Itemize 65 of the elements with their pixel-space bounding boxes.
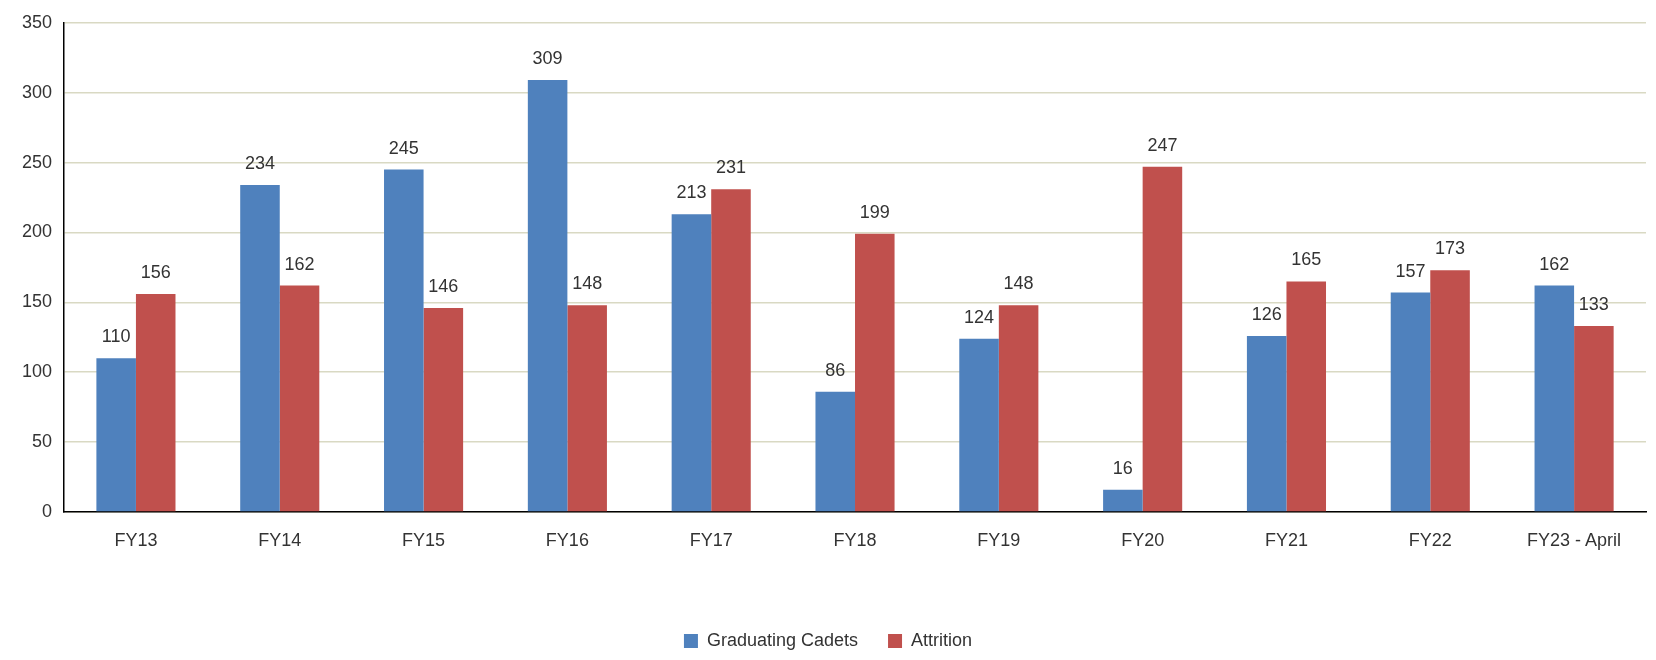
y-tick-label: 250 — [21, 151, 53, 172]
y-tick-label: 0 — [42, 500, 53, 521]
data-label: 148 — [1003, 273, 1034, 294]
x-tick-label: FY15 — [402, 529, 446, 550]
data-label: 309 — [532, 48, 563, 69]
data-label: 173 — [1435, 238, 1466, 259]
x-tick-label: FY17 — [689, 529, 733, 550]
data-label: 231 — [715, 157, 746, 178]
bar — [567, 305, 607, 512]
bar — [96, 358, 136, 512]
x-tick-label: FY13 — [114, 529, 158, 550]
bar — [1534, 285, 1575, 512]
bar — [1430, 270, 1470, 512]
bar — [423, 307, 464, 512]
bar — [527, 80, 568, 512]
x-tick-label: FY16 — [545, 529, 589, 550]
data-label: 124 — [964, 306, 995, 327]
bar — [815, 391, 856, 512]
bar — [1286, 281, 1327, 512]
bar — [671, 214, 712, 512]
legend-label: Graduating Cadets — [706, 629, 859, 650]
x-tick-label: FY22 — [1408, 529, 1452, 550]
bar — [1574, 326, 1614, 512]
data-label: 110 — [101, 326, 131, 347]
data-label: 213 — [676, 182, 707, 203]
bar — [279, 285, 320, 512]
x-tick-label: FY23 - April — [1527, 529, 1622, 550]
data-label: 245 — [388, 137, 419, 158]
y-tick-label: 200 — [21, 221, 53, 242]
bar — [240, 184, 280, 512]
x-tick-label: FY14 — [258, 529, 302, 550]
bar — [1142, 166, 1183, 512]
bar — [1390, 292, 1431, 512]
data-label: 157 — [1395, 260, 1426, 281]
data-label: 247 — [1147, 134, 1178, 155]
data-label: 126 — [1251, 303, 1282, 324]
legend-label: Attrition — [911, 629, 973, 650]
y-tick-label: 300 — [21, 81, 53, 102]
data-label: 162 — [284, 253, 315, 274]
data-label: 165 — [1291, 249, 1322, 270]
y-tick-label: 50 — [32, 431, 53, 452]
data-label: 156 — [140, 261, 171, 282]
x-tick-label: FY19 — [977, 529, 1021, 550]
data-label: 199 — [859, 201, 890, 222]
bar — [135, 293, 176, 512]
data-label: 16 — [1112, 457, 1133, 478]
data-label: 148 — [572, 273, 603, 294]
data-label: 146 — [428, 275, 459, 296]
x-tick-label: FY18 — [833, 529, 877, 550]
data-label: 86 — [825, 359, 846, 380]
bar — [1103, 489, 1143, 512]
bar — [998, 305, 1039, 512]
bar — [384, 169, 424, 512]
bar — [711, 189, 751, 512]
bar — [959, 338, 999, 512]
data-label: 162 — [1539, 253, 1570, 274]
bar — [855, 233, 895, 512]
x-tick-label: FY21 — [1264, 529, 1308, 550]
data-label: 234 — [244, 152, 275, 173]
y-tick-label: 350 — [21, 11, 53, 32]
x-tick-label: FY20 — [1121, 529, 1165, 550]
data-label: 133 — [1578, 294, 1609, 315]
y-tick-label: 150 — [21, 291, 53, 312]
y-tick-label: 100 — [21, 361, 53, 382]
bar — [1246, 335, 1287, 512]
